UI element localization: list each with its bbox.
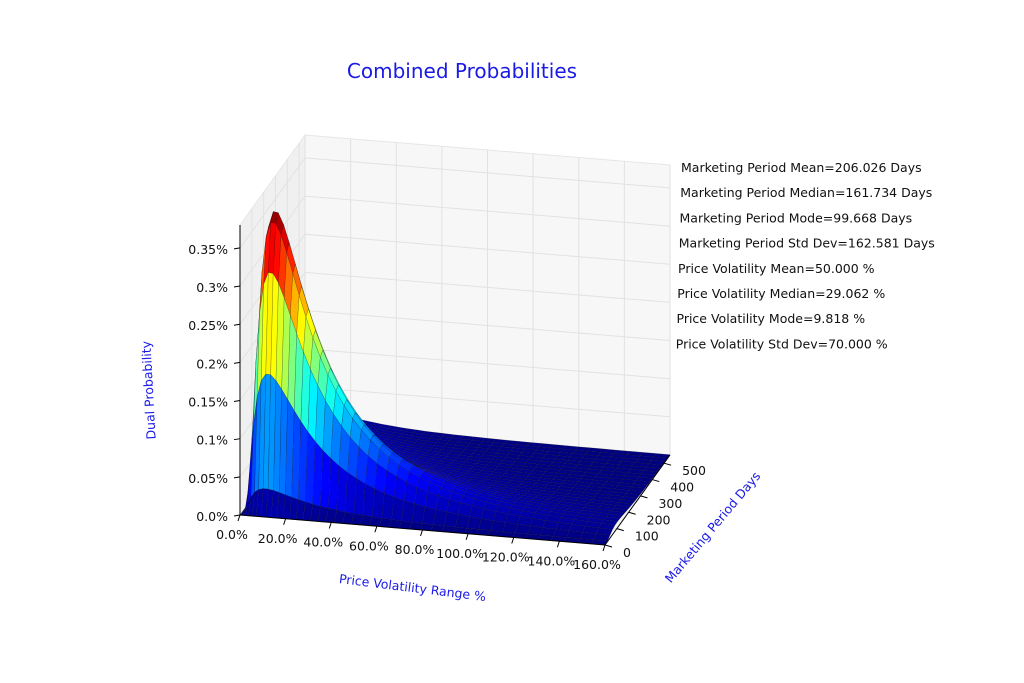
stat-line: Price Volatility Mean=50.000 % [678, 261, 875, 276]
x-tick-mark [602, 544, 606, 552]
surface-patch [514, 524, 531, 535]
x-tick-label: 20.0% [258, 531, 298, 546]
x-tick-mark [556, 541, 560, 548]
x-tick-label: 0.0% [216, 527, 248, 542]
stat-line: Price Volatility Median=29.062 % [677, 286, 885, 301]
z-tick-mark [233, 514, 241, 517]
x-tick-mark [328, 522, 332, 529]
stat-line: Marketing Period Std Dev=162.581 Days [679, 236, 935, 251]
y-tick-mark [652, 479, 660, 483]
x-axis-label: Price Volatility Range % [338, 571, 487, 604]
chart-title: Combined Probabilities [347, 59, 577, 83]
z-tick-label: 0.25% [188, 318, 228, 333]
z-tick-label: 0.2% [196, 356, 228, 371]
z-tick-label: 0.1% [196, 433, 228, 448]
y-tick-mark [663, 462, 672, 466]
z-tick-mark [233, 400, 241, 403]
stat-line: Price Volatility Std Dev=70.000 % [676, 336, 888, 351]
y-tick-mark [604, 544, 613, 548]
surface-patch [566, 530, 583, 539]
surface-patch [540, 527, 557, 537]
y-tick-label: 500 [682, 463, 706, 478]
y-axis-line [604, 454, 671, 546]
x-tick-label: 160.0% [573, 557, 621, 572]
x-tick-mark [283, 518, 287, 525]
stat-line: Price Volatility Mode=9.818 % [677, 311, 866, 326]
z-tick-mark [233, 323, 241, 326]
x-tick-label: 40.0% [303, 535, 343, 550]
surface-patch [553, 528, 570, 538]
y-tick-mark [640, 495, 648, 499]
z-tick-mark [233, 438, 241, 441]
x-tick-mark [374, 526, 378, 533]
y-tick-mark [616, 528, 624, 532]
x-tick-label: 140.0% [528, 553, 576, 568]
z-gridline [239, 157, 671, 249]
probability-surface [239, 210, 671, 546]
surface-patch [527, 525, 544, 536]
stat-line: Marketing Period Mean=206.026 Days [681, 160, 922, 175]
y-tick-label: 300 [658, 496, 682, 511]
x-tick-mark [465, 533, 469, 540]
x-tick-label: 60.0% [349, 538, 389, 553]
x-tick-label: 120.0% [482, 550, 530, 565]
x-tick-mark [420, 529, 423, 537]
statistics-annotations: Marketing Period Mean=206.026 Days Market… [676, 160, 935, 351]
z-tick-label: 0.15% [188, 395, 228, 410]
z-tick-label: 0.05% [188, 471, 228, 486]
z-tick-mark [233, 285, 241, 288]
z-tick-label: 0.3% [196, 280, 228, 295]
x-tick-mark [511, 537, 515, 544]
z-tick-mark [233, 361, 241, 364]
y-tick-label: 100 [635, 529, 659, 544]
x-tick-mark [237, 514, 241, 522]
z-axis-label: Dual Probability [138, 340, 158, 440]
y-tick-label: 400 [670, 480, 694, 495]
z-tick-mark [233, 247, 241, 250]
x-tick-label: 100.0% [436, 546, 484, 561]
stat-line: Marketing Period Mode=99.668 Days [680, 210, 913, 225]
y-tick-label: 200 [647, 512, 671, 527]
axes: 0.0% 20.0% 40.0% 60.0% 80.0% 100.0%120.0%140.… [188, 225, 706, 572]
z-tick-mark [233, 476, 241, 479]
stat-line: Marketing Period Median=161.734 Days [680, 185, 932, 200]
y-tick-mark [628, 511, 636, 515]
y-tick-label: 0 [623, 545, 631, 560]
x-tick-label: 80.0% [395, 542, 435, 557]
z-tick-label: 0.0% [196, 509, 228, 524]
z-gridline [239, 195, 671, 287]
z-tick-label: 0.35% [188, 242, 228, 257]
